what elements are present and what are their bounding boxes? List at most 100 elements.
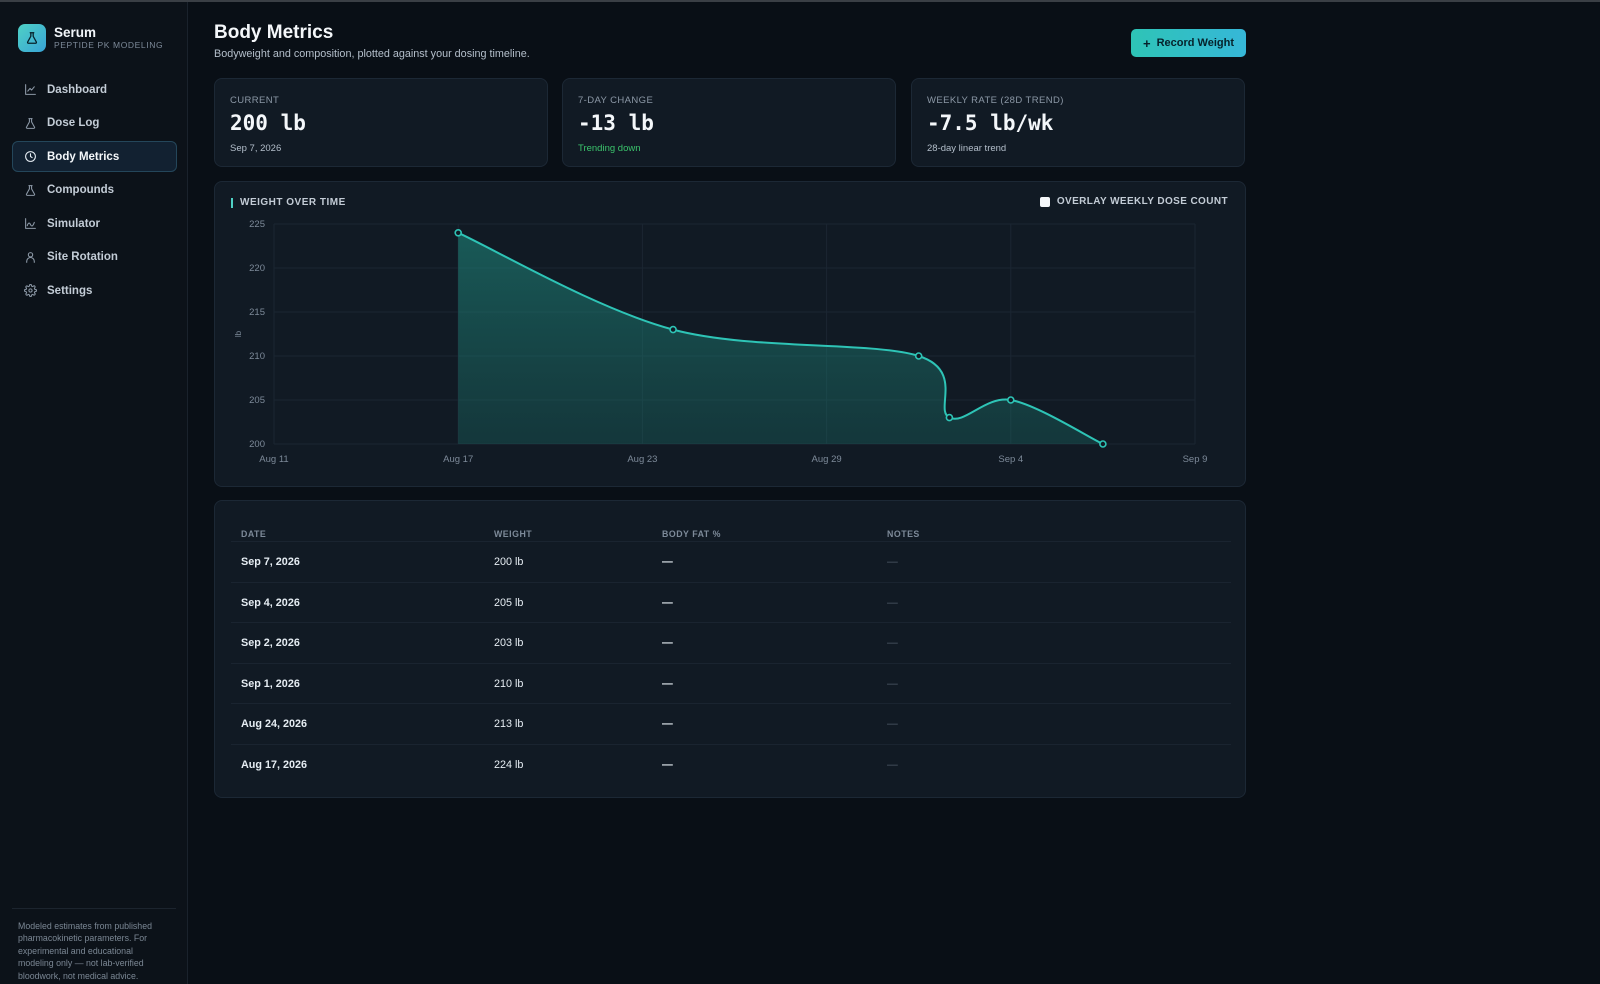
sidebar-item-label: Simulator [47,217,101,230]
cell-notes: — [887,556,898,568]
flask-logo-icon [18,24,46,52]
clock-icon [24,150,38,164]
sidebar-item-label: Settings [47,284,93,297]
stat-value: 200 lb [230,111,306,135]
cell-notes: — [887,677,898,690]
x-tick-label: Aug 17 [443,454,473,465]
cell-notes: — [887,758,898,771]
brand[interactable]: Serum PEPTIDE PK MODELING [18,24,163,52]
sidebar-item-label: Dose Log [47,117,100,129]
table-row[interactable]: Sep 7, 2026 200 lb — — [231,541,1231,582]
stat-value: -13 lb [578,111,654,135]
y-tick-label: 220 [249,263,265,274]
cell-date: Sep 1, 2026 [241,677,300,690]
column-header-notes: NOTES [887,529,920,539]
y-tick-label: 215 [249,307,265,318]
sidebar-item-dose-log[interactable]: Dose Log [12,108,177,139]
cell-date: Sep 2, 2026 [241,637,300,650]
cell-weight: 200 lb [494,556,524,568]
overlay-checkbox[interactable] [1039,196,1050,207]
cell-date: Aug 17, 2026 [241,758,308,771]
cell-notes: — [887,718,898,731]
table-row[interactable]: Sep 2, 2026 203 lb — — [231,622,1231,663]
cell-weight: 205 lb [494,596,524,609]
weight-chart-card: 200 205 210 215 220 225 Aug 11 Aug 17 Aug 23 Aug … [214,181,1246,487]
cell-weight: 210 lb [494,677,524,690]
column-header-date: DATE [241,529,267,539]
overlay-label: OVERLAY WEEKLY DOSE COUNT [1056,196,1228,207]
x-tick-label: Sep 4 [998,454,1023,465]
overlay-dose-toggle[interactable]: OVERLAY WEEKLY DOSE COUNT [1039,196,1228,207]
line-chart-icon [24,83,38,97]
person-icon [24,250,38,264]
cell-weight: 213 lb [494,718,524,731]
cell-body-fat: — [662,596,673,609]
stat-label: CURRENT [230,95,280,106]
sidebar-item-label: Dashboard [47,83,108,96]
app-subtitle: PEPTIDE PK MODELING [54,40,164,50]
stat-note: Sep 7, 2026 [230,143,282,154]
sidebar-item-label: Body Metrics [47,150,120,163]
x-tick-label: Aug 23 [627,454,657,465]
y-axis-label: lb [234,330,243,337]
wave-chart-icon [24,217,38,231]
stat-label: WEEKLY RATE (28D TREND) [927,95,1064,106]
sidebar-divider [12,908,176,909]
series-area [458,232,1103,444]
gear-icon [24,284,38,298]
stat-label: 7-DAY CHANGE [578,95,654,106]
flask-icon [24,183,38,197]
column-header-body-fat: BODY FAT % [662,529,721,539]
cell-body-fat: — [662,677,673,690]
app-name: Serum [54,25,97,40]
weight-table: DATE WEIGHT BODY FAT % NOTES Sep 7, 2026… [214,500,1246,798]
cell-notes: — [887,637,898,650]
weight-chart: 200 205 210 215 220 225 Aug 11 Aug 17 Aug 23 Aug … [234,219,1207,465]
cell-date: Aug 24, 2026 [241,718,308,731]
y-tick-label: 225 [249,219,265,230]
cell-date: Sep 7, 2026 [241,556,300,568]
stat-value: -7.5 lb/wk [927,111,1054,135]
record-weight-button[interactable]: + Record Weight [1131,29,1246,57]
stat-note-trend: Trending down [578,143,641,154]
x-tick-label: Aug 11 [259,454,288,465]
sidebar-item-dashboard[interactable]: Dashboard [12,74,177,105]
flask-icon [24,116,38,130]
data-point [454,228,462,237]
page-title: Body Metrics [214,22,334,43]
cell-body-fat: — [662,637,673,650]
y-tick-label: 200 [249,439,265,450]
disclaimer: Modeled estimates from published pharmac… [18,921,152,981]
column-header-weight: WEIGHT [494,529,533,539]
sidebar-item-label: Compounds [47,184,115,196]
data-point [945,413,954,422]
cell-weight: 224 lb [494,758,524,771]
stat-note: 28-day linear trend [927,143,1007,154]
data-point [1099,440,1107,448]
cell-notes: — [887,596,898,609]
table-row[interactable]: Aug 24, 2026 213 lb — — [231,703,1231,744]
stat-card-7-day-change: 7-DAY CHANGE -13 lb Trending down [562,78,896,167]
sidebar-item-body-metrics[interactable]: Body Metrics [12,141,177,172]
title-accent-bar [231,197,233,208]
sidebar-item-site-rotation[interactable]: Site Rotation [12,242,177,273]
data-point [1006,396,1015,404]
data-point [914,352,923,360]
chart-title-text: WEIGHT OVER TIME [240,197,346,208]
window-top-border [0,0,1600,2]
cell-date: Sep 4, 2026 [241,596,300,609]
sidebar-item-compounds[interactable]: Compounds [12,175,177,206]
table-row[interactable]: Aug 17, 2026 224 lb — — [231,743,1231,785]
table-row[interactable]: Sep 1, 2026 210 lb — — [231,662,1231,704]
cell-body-fat: — [662,556,673,568]
plus-icon: + [1142,35,1151,51]
sidebar-item-simulator[interactable]: Simulator [12,208,177,239]
table-body: Sep 7, 2026 200 lb — — Sep 4, 2026 205 l… [231,541,1231,785]
x-tick-label: Aug 29 [812,454,842,465]
table-row[interactable]: Sep 4, 2026 205 lb — — [231,581,1231,623]
sidebar-item-settings[interactable]: Settings [12,275,177,306]
stat-card-weekly-rate: WEEKLY RATE (28D TREND) -7.5 lb/wk 28-da… [911,78,1245,167]
stat-card-current: CURRENT 200 lb Sep 7, 2026 [214,78,548,167]
y-tick-label: 210 [249,351,265,362]
sidebar-nav: Dashboard Dose Log Body Metrics Compound… [12,74,177,309]
